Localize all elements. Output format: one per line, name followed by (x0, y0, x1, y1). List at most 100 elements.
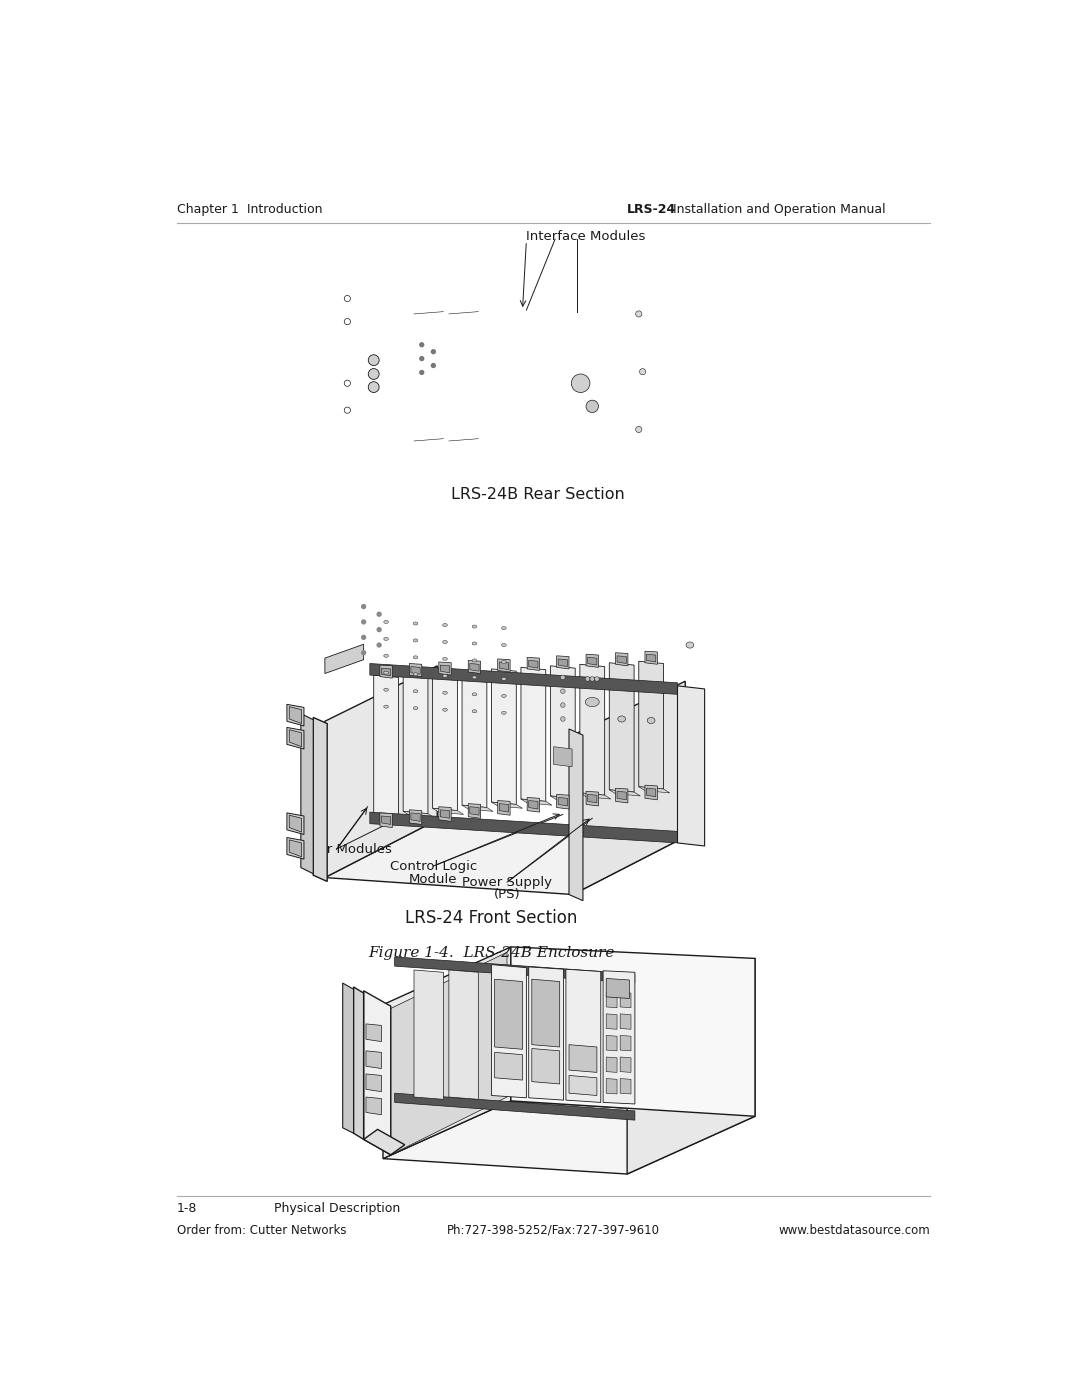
Circle shape (345, 319, 350, 324)
Polygon shape (531, 979, 559, 1046)
Circle shape (362, 620, 365, 624)
Polygon shape (511, 947, 755, 1116)
Ellipse shape (501, 711, 507, 714)
Polygon shape (313, 718, 327, 882)
Polygon shape (394, 957, 635, 983)
Polygon shape (470, 806, 480, 816)
Polygon shape (495, 979, 523, 1049)
Text: Order from: Cutter Networks: Order from: Cutter Networks (177, 1224, 347, 1236)
Polygon shape (374, 675, 399, 817)
Polygon shape (491, 802, 523, 809)
Ellipse shape (686, 643, 693, 648)
Polygon shape (529, 661, 538, 668)
Polygon shape (498, 800, 510, 816)
Polygon shape (383, 947, 511, 1158)
Polygon shape (620, 1035, 631, 1051)
Polygon shape (353, 986, 364, 1140)
Polygon shape (606, 1058, 617, 1073)
Polygon shape (381, 816, 391, 824)
Polygon shape (498, 659, 510, 672)
Polygon shape (462, 671, 487, 807)
Ellipse shape (472, 643, 476, 645)
Polygon shape (606, 1014, 617, 1030)
Polygon shape (521, 668, 545, 802)
Polygon shape (287, 704, 303, 726)
Polygon shape (410, 813, 420, 821)
Polygon shape (645, 651, 658, 665)
Polygon shape (554, 746, 572, 767)
Polygon shape (627, 958, 755, 1173)
Ellipse shape (383, 671, 389, 675)
Ellipse shape (443, 623, 447, 627)
Text: 1-8: 1-8 (177, 1203, 198, 1215)
Text: LRS-24: LRS-24 (627, 204, 676, 217)
Polygon shape (383, 1101, 755, 1173)
Circle shape (377, 643, 381, 647)
Polygon shape (531, 1049, 559, 1084)
Polygon shape (410, 666, 420, 675)
Polygon shape (369, 812, 677, 842)
Polygon shape (469, 661, 481, 673)
Ellipse shape (472, 710, 476, 712)
Polygon shape (491, 669, 516, 805)
Ellipse shape (501, 644, 507, 647)
Polygon shape (491, 964, 526, 1098)
Text: Power Supply: Power Supply (462, 876, 552, 888)
Ellipse shape (443, 640, 447, 644)
Text: User Modules: User Modules (301, 842, 391, 855)
Polygon shape (645, 785, 658, 800)
Polygon shape (380, 665, 392, 678)
Polygon shape (558, 659, 567, 666)
Text: Physical Description: Physical Description (274, 1203, 401, 1215)
Ellipse shape (501, 694, 507, 697)
Circle shape (345, 407, 350, 414)
Ellipse shape (443, 658, 447, 661)
Circle shape (377, 627, 381, 631)
Polygon shape (287, 813, 303, 834)
Polygon shape (409, 664, 422, 676)
Circle shape (368, 369, 379, 380)
Ellipse shape (414, 622, 418, 624)
Polygon shape (569, 1045, 597, 1073)
Polygon shape (603, 971, 635, 1104)
Circle shape (571, 374, 590, 393)
Polygon shape (606, 1078, 617, 1094)
Polygon shape (638, 787, 670, 793)
Circle shape (345, 295, 350, 302)
Circle shape (585, 676, 590, 682)
Polygon shape (414, 970, 444, 1099)
Ellipse shape (383, 654, 389, 658)
Circle shape (431, 349, 435, 353)
Polygon shape (289, 707, 301, 724)
Polygon shape (620, 1078, 631, 1094)
Text: Module: Module (409, 873, 458, 886)
Polygon shape (449, 970, 478, 1099)
Polygon shape (606, 1035, 617, 1051)
Ellipse shape (585, 697, 599, 707)
Polygon shape (606, 978, 630, 999)
Ellipse shape (501, 678, 507, 680)
Text: LRS-24 Front Section: LRS-24 Front Section (405, 909, 578, 928)
Polygon shape (495, 1052, 523, 1080)
Polygon shape (620, 1058, 631, 1073)
Polygon shape (617, 655, 626, 664)
Polygon shape (438, 806, 451, 821)
Polygon shape (620, 1014, 631, 1030)
Ellipse shape (383, 620, 389, 623)
Text: Figure 1-4.  LRS-24B Enclosure: Figure 1-4. LRS-24B Enclosure (368, 946, 615, 960)
Circle shape (431, 363, 435, 367)
Polygon shape (647, 788, 656, 796)
Polygon shape (556, 795, 569, 809)
Polygon shape (529, 800, 538, 809)
Polygon shape (289, 729, 301, 746)
Ellipse shape (414, 707, 418, 710)
Polygon shape (529, 967, 564, 1099)
Polygon shape (551, 666, 576, 798)
Polygon shape (366, 1097, 381, 1115)
Circle shape (561, 689, 565, 693)
Polygon shape (441, 810, 449, 819)
Polygon shape (469, 803, 481, 819)
Polygon shape (647, 654, 656, 662)
Polygon shape (586, 654, 598, 668)
Polygon shape (342, 983, 353, 1133)
